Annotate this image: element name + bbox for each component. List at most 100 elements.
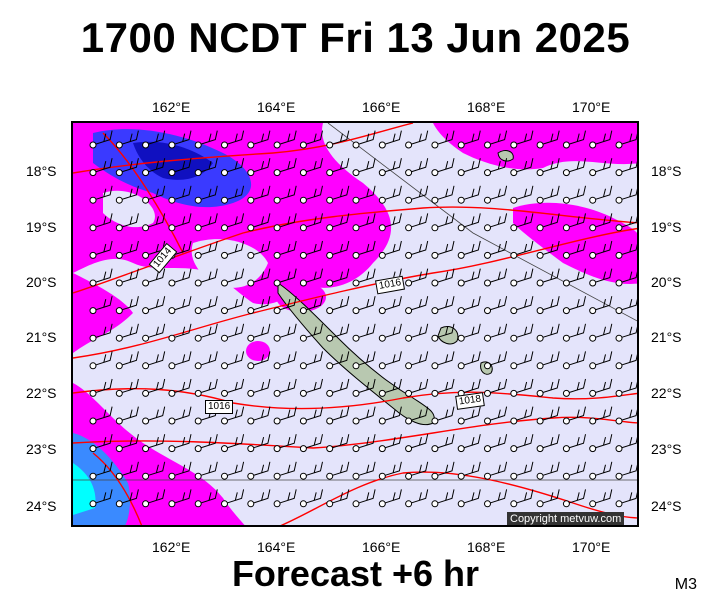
wind-station-circle bbox=[405, 417, 413, 425]
wind-station-circle bbox=[484, 141, 491, 149]
wind-station-circle bbox=[326, 196, 334, 204]
wind-station-circle bbox=[589, 196, 597, 204]
wind-barb-shaft bbox=[303, 434, 323, 450]
wind-station-circle bbox=[457, 224, 465, 232]
wind-station-circle bbox=[115, 334, 123, 342]
wind-station-circle bbox=[562, 472, 570, 480]
wind-barb-shaft bbox=[408, 296, 429, 312]
wind-station-circle bbox=[484, 279, 491, 287]
wind-station-circle bbox=[115, 362, 123, 370]
wind-barb-shaft bbox=[224, 213, 245, 229]
wind-station-circle bbox=[89, 169, 97, 177]
wind-station-circle bbox=[115, 389, 123, 397]
wind-barb-shaft bbox=[592, 406, 613, 422]
wind-barb-shaft bbox=[408, 406, 429, 422]
wind-station-circle bbox=[589, 169, 597, 177]
wind-barb-shaft bbox=[303, 489, 323, 505]
wind-barb-shaft bbox=[119, 434, 139, 450]
lon-label-top-170: 170°E bbox=[572, 99, 611, 115]
wind-barb-shaft bbox=[487, 158, 508, 174]
wind-barb-shaft bbox=[592, 296, 613, 312]
wind-station-circle bbox=[457, 472, 465, 480]
wind-barb-shaft bbox=[382, 489, 402, 505]
wind-barb-shaft bbox=[566, 434, 586, 450]
wind-barb-shaft bbox=[487, 489, 508, 505]
wind-station-circle bbox=[589, 307, 597, 315]
wind-station-circle bbox=[221, 224, 228, 232]
lon-label-bottom-162: 162°E bbox=[152, 539, 191, 555]
wind-barb-shaft bbox=[382, 240, 402, 256]
wind-station-circle bbox=[142, 445, 150, 453]
wind-barb-shaft bbox=[276, 268, 297, 284]
wind-station-circle bbox=[615, 389, 623, 397]
wind-station-circle bbox=[484, 500, 491, 508]
wind-barb-shaft bbox=[92, 268, 113, 284]
wind-station-circle bbox=[536, 251, 544, 259]
wind-barb-shaft bbox=[461, 130, 481, 146]
wind-station-circle bbox=[194, 472, 202, 480]
wind-station-circle bbox=[142, 389, 150, 397]
wind-barb-shaft bbox=[224, 240, 245, 256]
wind-barb-shaft bbox=[303, 268, 323, 284]
wind-barb-shaft bbox=[461, 351, 481, 367]
wind-station-circle bbox=[484, 389, 491, 397]
wind-barb-shaft bbox=[145, 323, 166, 339]
wind-barb-shaft bbox=[198, 296, 218, 312]
wind-barb-shaft bbox=[224, 158, 245, 174]
wind-station-circle bbox=[510, 307, 518, 315]
wind-station-circle bbox=[405, 141, 413, 149]
wind-station-circle bbox=[168, 224, 176, 232]
wind-station-circle bbox=[221, 169, 228, 177]
wind-barb-shaft bbox=[171, 378, 192, 394]
wind-station-circle bbox=[484, 307, 491, 315]
lat-label-right-20: 20°S bbox=[651, 274, 682, 290]
wind-barb-shaft bbox=[382, 185, 402, 201]
wind-station-circle bbox=[484, 224, 491, 232]
wind-station-circle bbox=[378, 196, 386, 204]
wind-station-circle bbox=[142, 334, 150, 342]
isobar-line-5 bbox=[73, 123, 414, 174]
wind-station-circle bbox=[115, 472, 123, 480]
wind-barb-shaft bbox=[198, 489, 218, 505]
wind-barb-shaft bbox=[250, 130, 271, 146]
wind-station-circle bbox=[536, 362, 544, 370]
lat-label-left-20: 20°S bbox=[26, 274, 57, 290]
wind-station-circle bbox=[431, 334, 439, 342]
isobar-line-6 bbox=[102, 132, 184, 254]
wind-station-circle bbox=[431, 141, 439, 149]
wind-barb-shaft bbox=[382, 296, 402, 312]
wind-barb-shaft bbox=[92, 296, 113, 312]
wind-barb-shaft bbox=[250, 296, 271, 312]
wind-barb-shaft bbox=[224, 296, 245, 312]
wind-station-circle bbox=[115, 279, 123, 287]
wind-barb-shaft bbox=[303, 323, 323, 339]
wind-barb-shaft bbox=[145, 158, 166, 174]
wind-barb-shaft bbox=[539, 130, 560, 146]
wind-station-circle bbox=[326, 472, 334, 480]
wind-station-circle bbox=[142, 196, 150, 204]
wind-station-circle bbox=[194, 279, 202, 287]
wind-station-circle bbox=[194, 251, 202, 259]
wind-station-circle bbox=[115, 224, 123, 232]
wind-barb-shaft bbox=[566, 268, 586, 284]
wind-station-circle bbox=[168, 307, 176, 315]
wind-barb-shaft bbox=[276, 434, 297, 450]
wind-barb-shaft bbox=[618, 409, 637, 422]
wind-station-circle bbox=[431, 472, 439, 480]
wind-barb-shaft bbox=[119, 158, 139, 174]
wind-barb-shaft bbox=[539, 185, 560, 201]
wind-barb-shaft bbox=[119, 240, 139, 256]
wind-station-circle bbox=[562, 334, 570, 342]
wind-station-circle bbox=[352, 362, 360, 370]
wind-barb-shaft bbox=[145, 406, 166, 422]
wind-station-circle bbox=[326, 224, 334, 232]
wind-barb-shaft bbox=[566, 240, 586, 256]
wind-barb-shaft bbox=[513, 158, 534, 174]
lat-label-left-24: 24°S bbox=[26, 498, 57, 514]
wind-station-circle bbox=[378, 307, 386, 315]
wind-station-circle bbox=[378, 417, 386, 425]
wind-station-circle bbox=[615, 362, 623, 370]
wind-station-circle bbox=[89, 389, 97, 397]
wind-station-circle bbox=[168, 334, 176, 342]
wind-station-circle bbox=[326, 500, 334, 508]
